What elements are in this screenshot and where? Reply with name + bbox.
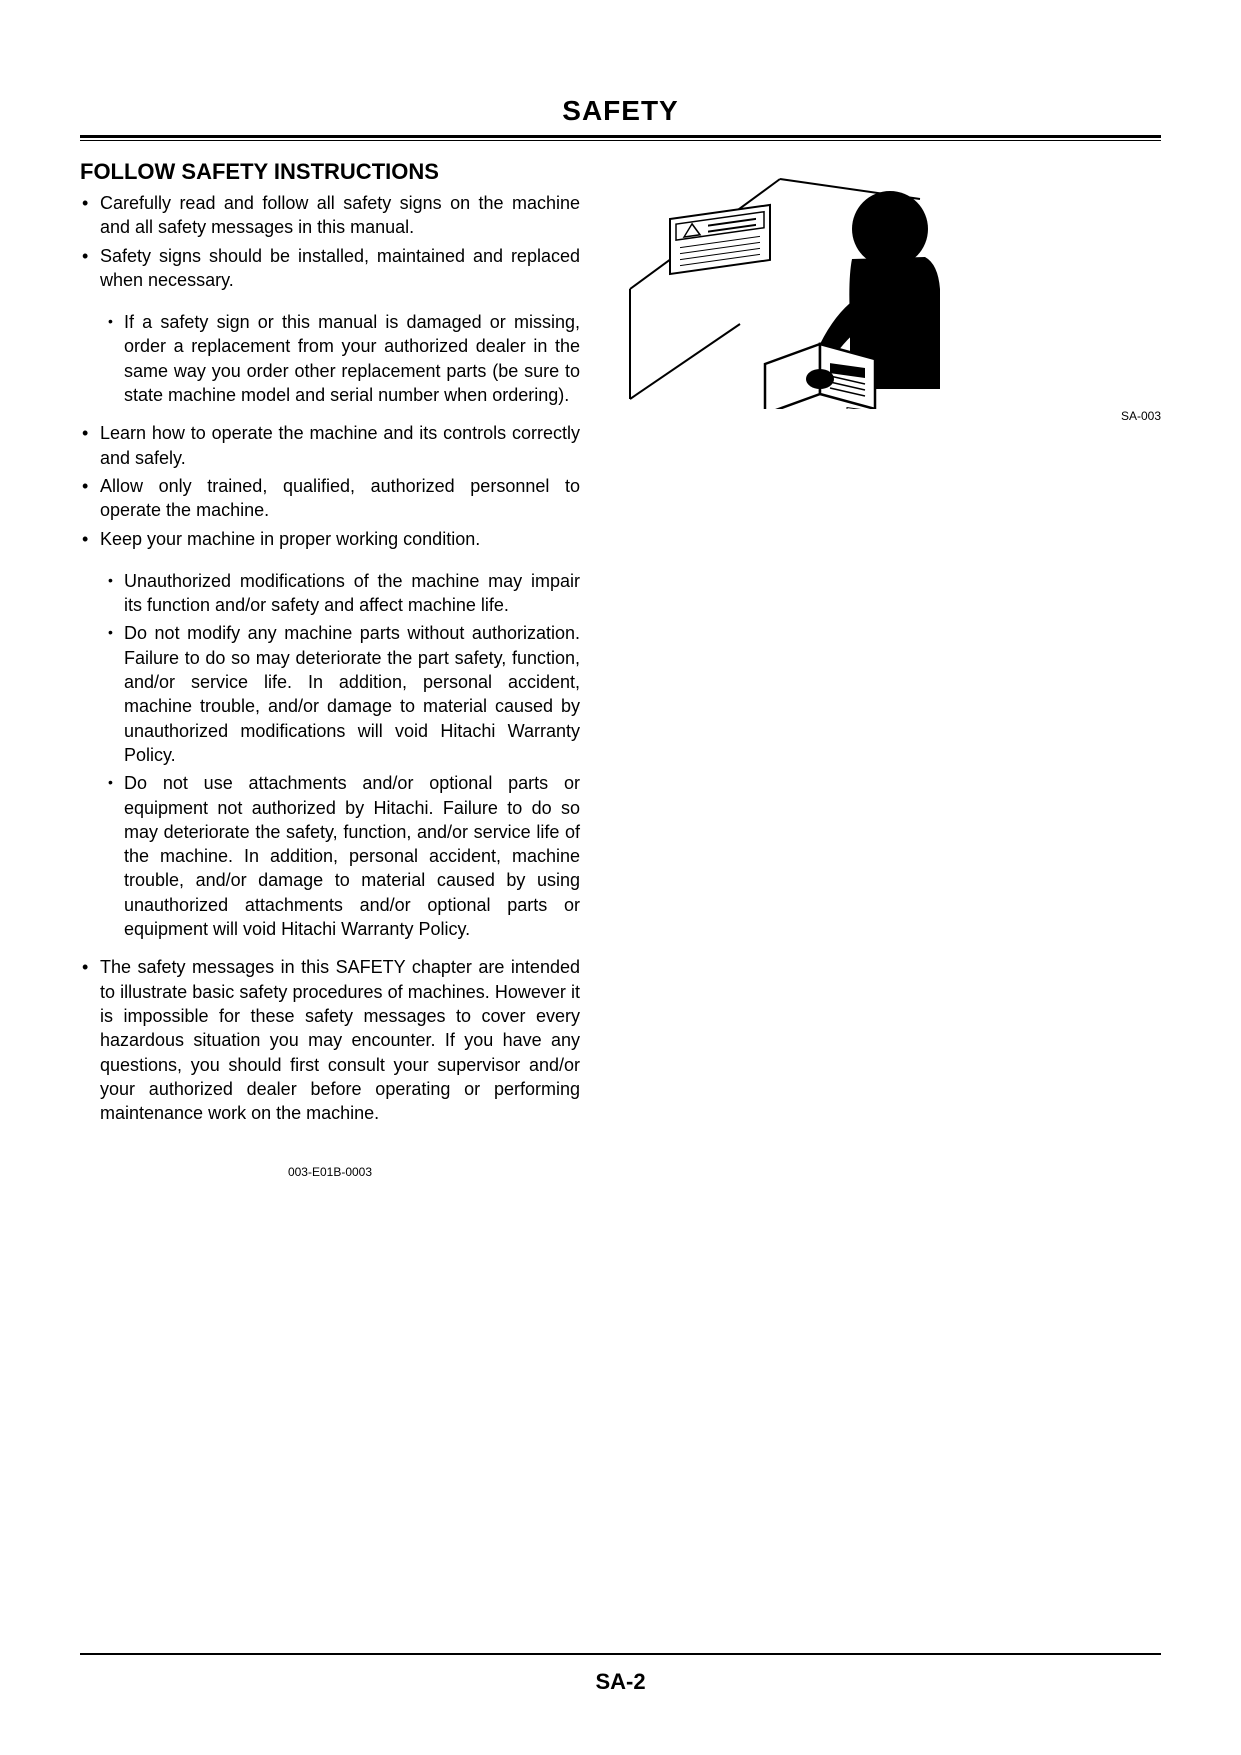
sub-bullet-item: Do not use attachments and/or optional p… (124, 771, 580, 941)
bullet-text: Keep your machine in proper working cond… (100, 529, 480, 549)
bullet-item: Keep your machine in proper working cond… (100, 527, 580, 942)
image-caption: SA-003 (1121, 409, 1161, 423)
page: SAFETY FOLLOW SAFETY INSTRUCTIONS Carefu… (0, 0, 1241, 1755)
text-column: FOLLOW SAFETY INSTRUCTIONS Carefully rea… (80, 159, 600, 1653)
sub-bullet-item: Unauthorized modifications of the machin… (124, 569, 580, 618)
footer-rule (80, 1653, 1161, 1655)
document-code: 003-E01B-0003 (80, 1165, 580, 1179)
bullet-item: Carefully read and follow all safety sig… (100, 191, 580, 240)
sub-bullet-item: If a safety sign or this manual is damag… (124, 310, 580, 407)
footer: SA-2 (80, 1653, 1161, 1695)
section-heading: FOLLOW SAFETY INSTRUCTIONS (80, 159, 580, 185)
sub-bullet-list: If a safety sign or this manual is damag… (100, 310, 580, 407)
bullet-list: Carefully read and follow all safety sig… (80, 191, 580, 1125)
page-number: SA-2 (80, 1669, 1161, 1695)
header-rule (80, 135, 1161, 141)
image-column: SA-003 (600, 159, 1161, 1653)
sub-bullet-item: Do not modify any machine parts without … (124, 621, 580, 767)
bullet-item: The safety messages in this SAFETY chapt… (100, 955, 580, 1125)
bullet-item: Allow only trained, qualified, authorize… (100, 474, 580, 523)
bullet-text: Safety signs should be installed, mainta… (100, 246, 580, 290)
page-title: SAFETY (80, 95, 1161, 127)
safety-illustration (620, 169, 980, 409)
bullet-item: Safety signs should be installed, mainta… (100, 244, 580, 408)
bullet-item: Learn how to operate the machine and its… (100, 421, 580, 470)
sub-bullet-list: Unauthorized modifications of the machin… (100, 569, 580, 941)
content-area: FOLLOW SAFETY INSTRUCTIONS Carefully rea… (80, 159, 1161, 1653)
